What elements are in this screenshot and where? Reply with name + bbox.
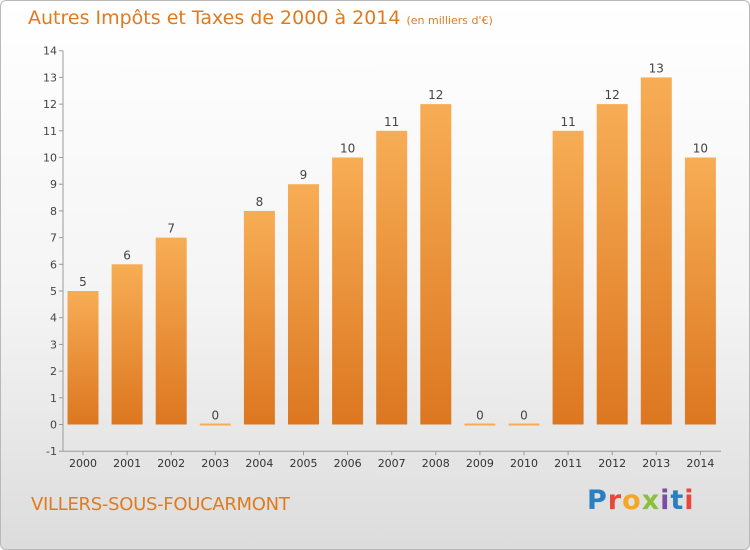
commune-name: VILLERS-SOUS-FOUCARMONT xyxy=(31,494,290,515)
y-tick-label: 11 xyxy=(43,125,57,138)
bar xyxy=(199,423,231,426)
y-tick-label: 9 xyxy=(50,178,57,191)
chart-title: Autres Impôts et Taxes de 2000 à 2014 (en… xyxy=(28,7,493,29)
y-tick-label: 1 xyxy=(50,392,57,405)
y-tick-label: 5 xyxy=(50,285,57,298)
x-tick-label: 2003 xyxy=(201,457,229,470)
x-tick-label: 2007 xyxy=(378,457,406,470)
x-tick-label: 2000 xyxy=(69,457,97,470)
x-tick-label: 2012 xyxy=(598,457,626,470)
x-tick-label: 2010 xyxy=(510,457,538,470)
bar xyxy=(155,237,187,425)
data-label: 0 xyxy=(476,409,484,423)
data-label: 9 xyxy=(300,168,308,182)
x-tick-label: 2006 xyxy=(334,457,362,470)
data-label: 11 xyxy=(384,115,399,129)
data-label: 13 xyxy=(649,61,664,75)
data-label: 10 xyxy=(340,142,355,156)
y-tick-label: 13 xyxy=(43,71,57,84)
data-label: 11 xyxy=(560,115,575,129)
x-tick-label: 2005 xyxy=(290,457,318,470)
logo-letter: t xyxy=(670,485,685,516)
x-tick-label: 2008 xyxy=(422,457,450,470)
bar xyxy=(67,291,99,425)
x-tick-label: 2001 xyxy=(113,457,141,470)
y-tick-label: 2 xyxy=(50,365,57,378)
data-label: 7 xyxy=(167,222,175,236)
bar xyxy=(464,423,496,426)
x-tick-label: 2013 xyxy=(642,457,670,470)
data-label: 12 xyxy=(428,88,443,102)
y-tick-label: 14 xyxy=(43,45,57,58)
y-tick-label: 7 xyxy=(50,232,57,245)
data-label: 10 xyxy=(693,142,708,156)
logo-letter: i xyxy=(660,485,671,516)
data-label: 0 xyxy=(520,409,528,423)
data-label: 12 xyxy=(605,88,620,102)
data-label: 8 xyxy=(256,195,264,209)
y-tick-label: 8 xyxy=(50,205,57,218)
bar xyxy=(288,184,319,425)
bar xyxy=(376,130,408,425)
title-text: Autres Impôts et Taxes de 2000 à 2014 xyxy=(28,7,401,29)
y-tick-label: 0 xyxy=(50,419,57,432)
bar xyxy=(596,104,628,425)
x-tick-label: 2014 xyxy=(686,457,714,470)
x-tick-label: 2004 xyxy=(245,457,273,470)
data-label: 6 xyxy=(123,248,131,262)
bar xyxy=(508,423,540,426)
x-tick-label: 2002 xyxy=(157,457,185,470)
bar xyxy=(640,77,672,425)
bar xyxy=(420,104,452,425)
x-tick-label: 2011 xyxy=(554,457,582,470)
logo-letter: x xyxy=(641,485,661,516)
y-tick-label: 10 xyxy=(43,152,57,165)
data-label: 0 xyxy=(211,409,219,423)
logo-letter: r xyxy=(607,485,623,516)
data-label: 5 xyxy=(79,275,87,289)
bar xyxy=(552,130,584,425)
unit-label: (en milliers d'€) xyxy=(406,14,493,27)
y-tick-label: 12 xyxy=(43,98,57,111)
proxiti-logo: Proxiti xyxy=(587,485,695,516)
logo-letter: o xyxy=(622,485,642,516)
bar xyxy=(243,210,275,425)
y-tick-label: 6 xyxy=(50,258,57,271)
logo-letter: P xyxy=(587,485,608,516)
x-tick-label: 2009 xyxy=(466,457,494,470)
logo-letter: i xyxy=(684,485,695,516)
bar xyxy=(111,264,143,425)
y-tick-label: -1 xyxy=(46,445,57,458)
y-tick-label: 4 xyxy=(50,312,57,325)
bar xyxy=(684,157,716,425)
bar xyxy=(332,157,364,425)
y-tick-label: 3 xyxy=(50,338,57,351)
